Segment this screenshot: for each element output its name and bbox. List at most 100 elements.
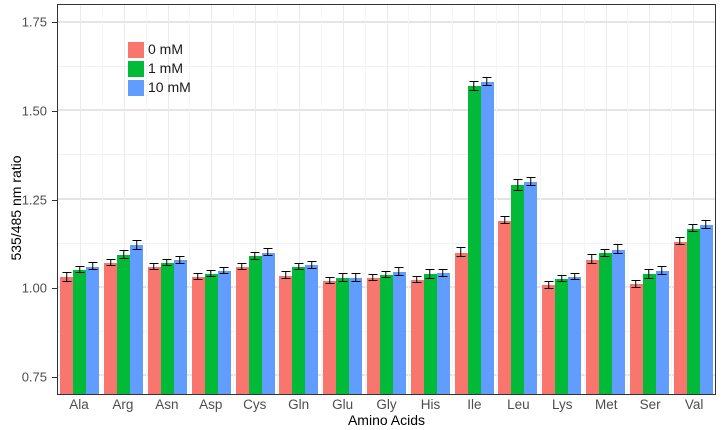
- bar-val-1mM: [686, 228, 700, 394]
- error-bar-cap: [162, 264, 172, 266]
- error-bar: [504, 217, 506, 225]
- error-bar-cap: [175, 262, 185, 264]
- x-tick-label-arg: Arg: [112, 397, 134, 412]
- bar-asp-0mM: [191, 277, 205, 394]
- bar-group-met: [584, 5, 628, 394]
- bar-slot: [410, 5, 424, 394]
- x-tick-label-lys: Lys: [552, 397, 573, 412]
- error-bar-cap: [206, 275, 216, 277]
- x-tick-label-met: Met: [594, 397, 618, 412]
- error-bar-cap: [631, 279, 641, 281]
- error-bar-cap: [456, 247, 466, 249]
- bar-gly-1mM: [379, 275, 393, 394]
- bar-slot: [480, 5, 494, 394]
- error-bar: [92, 263, 94, 271]
- vertical-gridline: [79, 5, 81, 394]
- bar-val-0mM: [673, 241, 687, 394]
- error-bar-cap: [338, 280, 348, 282]
- vertical-minor-gridline: [101, 5, 103, 394]
- error-bar-cap: [281, 278, 291, 280]
- x-tick-label-val: Val: [684, 397, 704, 412]
- bar-slot: [686, 5, 700, 394]
- bar-leu-10mM: [524, 181, 538, 394]
- error-bar: [372, 275, 374, 281]
- bar-slot: [467, 5, 481, 394]
- error-bar: [354, 274, 356, 282]
- bar-his-10mM: [436, 273, 450, 394]
- error-bar-cap: [557, 280, 567, 282]
- bar-group-ile: [452, 5, 496, 394]
- error-bar-cap: [526, 176, 536, 178]
- error-bar: [267, 249, 269, 257]
- error-bar-cap: [88, 262, 98, 264]
- bar-group-ala: [58, 5, 102, 394]
- error-bar: [66, 273, 68, 282]
- x-tick-label-gln: Gln: [288, 397, 310, 412]
- bar-slot: [423, 5, 437, 394]
- error-bar-cap: [119, 258, 129, 260]
- x-tick-label-asp: Asp: [199, 397, 223, 412]
- bar-slot: [305, 5, 319, 394]
- error-bar: [79, 267, 81, 274]
- error-bar: [486, 77, 488, 86]
- error-bar: [254, 252, 256, 260]
- bar-ile-10mM: [480, 81, 494, 394]
- x-tick-label-ser: Ser: [639, 397, 661, 412]
- x-tick-label-ala: Ala: [69, 397, 89, 412]
- vertical-minor-gridline: [496, 5, 497, 394]
- error-bar-cap: [412, 281, 422, 283]
- error-bar-cap: [75, 272, 85, 274]
- bar-asp-10mM: [217, 270, 231, 394]
- vertical-minor-gridline: [627, 5, 629, 394]
- error-bar: [328, 278, 330, 284]
- error-bar: [547, 281, 549, 289]
- bar-slot: [160, 5, 174, 394]
- error-bar-cap: [482, 84, 492, 86]
- error-bar: [679, 238, 681, 246]
- x-tick-label-glu: Glu: [332, 397, 354, 412]
- bar-slot: [349, 5, 363, 394]
- error-bar-cap: [600, 255, 610, 257]
- bar-slot: [336, 5, 350, 394]
- bar-slot: [568, 5, 582, 394]
- error-bar-cap: [368, 274, 378, 276]
- y-tick-mark: [52, 199, 57, 201]
- bar-slot: [235, 5, 249, 394]
- error-bar-cap: [701, 228, 711, 230]
- error-bar-cap: [570, 273, 580, 275]
- bar-group-cys: [233, 5, 277, 394]
- legend-row: 10 mM: [128, 78, 191, 97]
- bar-lys-10mM: [568, 277, 582, 394]
- vertical-gridline: [693, 5, 695, 394]
- error-bar: [109, 260, 111, 266]
- legend-row: 1 mM: [128, 59, 191, 78]
- error-bar-cap: [162, 259, 172, 261]
- error-bar-cap: [438, 268, 448, 270]
- error-bar-cap: [438, 275, 448, 277]
- bar-cys-1mM: [248, 256, 262, 394]
- vertical-gridline: [605, 5, 607, 394]
- bar-group-glu: [321, 5, 365, 394]
- y-tick-label: 0.75: [21, 369, 47, 385]
- error-bar-cap: [219, 272, 229, 274]
- error-bar: [241, 263, 243, 270]
- bar-ile-1mM: [467, 86, 481, 394]
- vertical-gridline: [649, 5, 651, 394]
- bar-slot: [204, 5, 218, 394]
- error-bar-cap: [631, 286, 641, 288]
- error-bar-cap: [394, 275, 404, 277]
- error-bar-cap: [237, 262, 247, 264]
- error-bar: [460, 248, 462, 257]
- bar-slot: [86, 5, 100, 394]
- bar-arg-1mM: [117, 255, 131, 394]
- error-bar-cap: [513, 179, 523, 181]
- error-bar-cap: [307, 267, 317, 269]
- error-bar-cap: [325, 282, 335, 284]
- error-bar-cap: [206, 269, 216, 271]
- x-tick-label-ile: Ile: [467, 397, 482, 412]
- bar-slot: [292, 5, 306, 394]
- error-bar: [166, 260, 168, 266]
- error-bar: [179, 256, 181, 264]
- error-bar-cap: [469, 81, 479, 83]
- error-bar-cap: [613, 252, 623, 254]
